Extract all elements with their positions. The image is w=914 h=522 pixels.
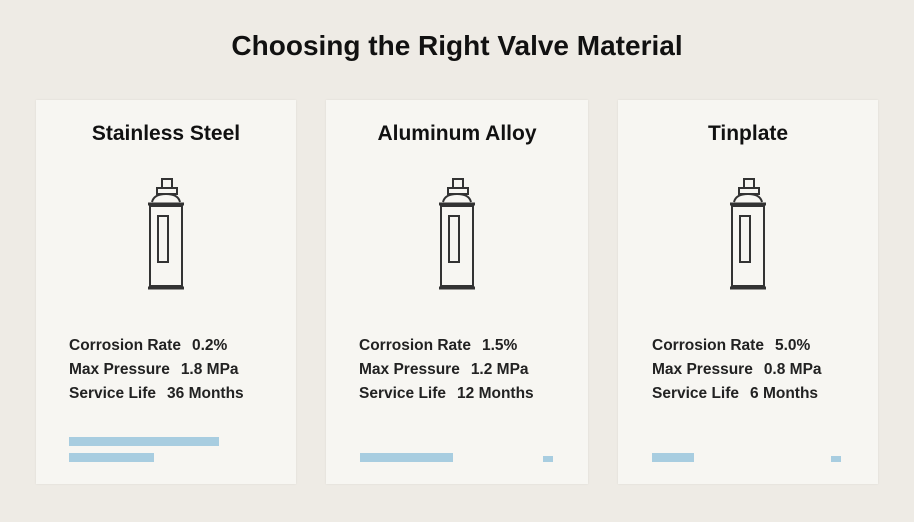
card-title: Tinplate — [707, 122, 789, 145]
bar — [69, 437, 219, 446]
row-value: 12 Months — [457, 385, 534, 402]
material-card: Aluminum Alloy Corrosion Rate 1.5% Max Pr… — [326, 100, 588, 484]
card-title: Aluminum Alloy — [377, 122, 537, 145]
bar — [652, 453, 694, 462]
material-card: Stainless Steel Corrosion Rate 0.2% Max P… — [36, 100, 296, 484]
bar — [69, 453, 154, 462]
row-value: 1.5% — [481, 337, 518, 354]
material-card: Tinplate Corrosion Rate 5.0% Max Pressure… — [618, 100, 878, 484]
page-title: Choosing the Right Valve Material — [231, 30, 683, 61]
row-label: Max Pressure — [359, 361, 460, 378]
row-value: 1.8 MPa — [180, 361, 239, 378]
card-title: Stainless Steel — [91, 122, 241, 145]
row-value: 0.8 MPa — [763, 361, 822, 378]
bar — [831, 456, 841, 462]
row-label: Max Pressure — [652, 361, 753, 378]
row-label: Corrosion Rate — [359, 337, 471, 354]
row-label: Service Life — [69, 385, 157, 402]
can-icon — [439, 178, 475, 290]
row-label: Corrosion Rate — [69, 337, 181, 354]
row-value: 6 Months — [750, 385, 819, 402]
can-icon — [730, 178, 766, 290]
row-label: Corrosion Rate — [652, 337, 764, 354]
row-value: 1.2 MPa — [470, 361, 529, 378]
row-label: Max Pressure — [69, 361, 170, 378]
bar — [543, 456, 553, 462]
bar — [360, 453, 453, 462]
row-value: 5.0% — [774, 337, 811, 354]
row-label: Service Life — [652, 385, 740, 402]
row-value: 36 Months — [167, 385, 244, 402]
can-icon — [148, 178, 184, 290]
row-value: 0.2% — [191, 337, 228, 354]
row-label: Service Life — [359, 385, 447, 402]
